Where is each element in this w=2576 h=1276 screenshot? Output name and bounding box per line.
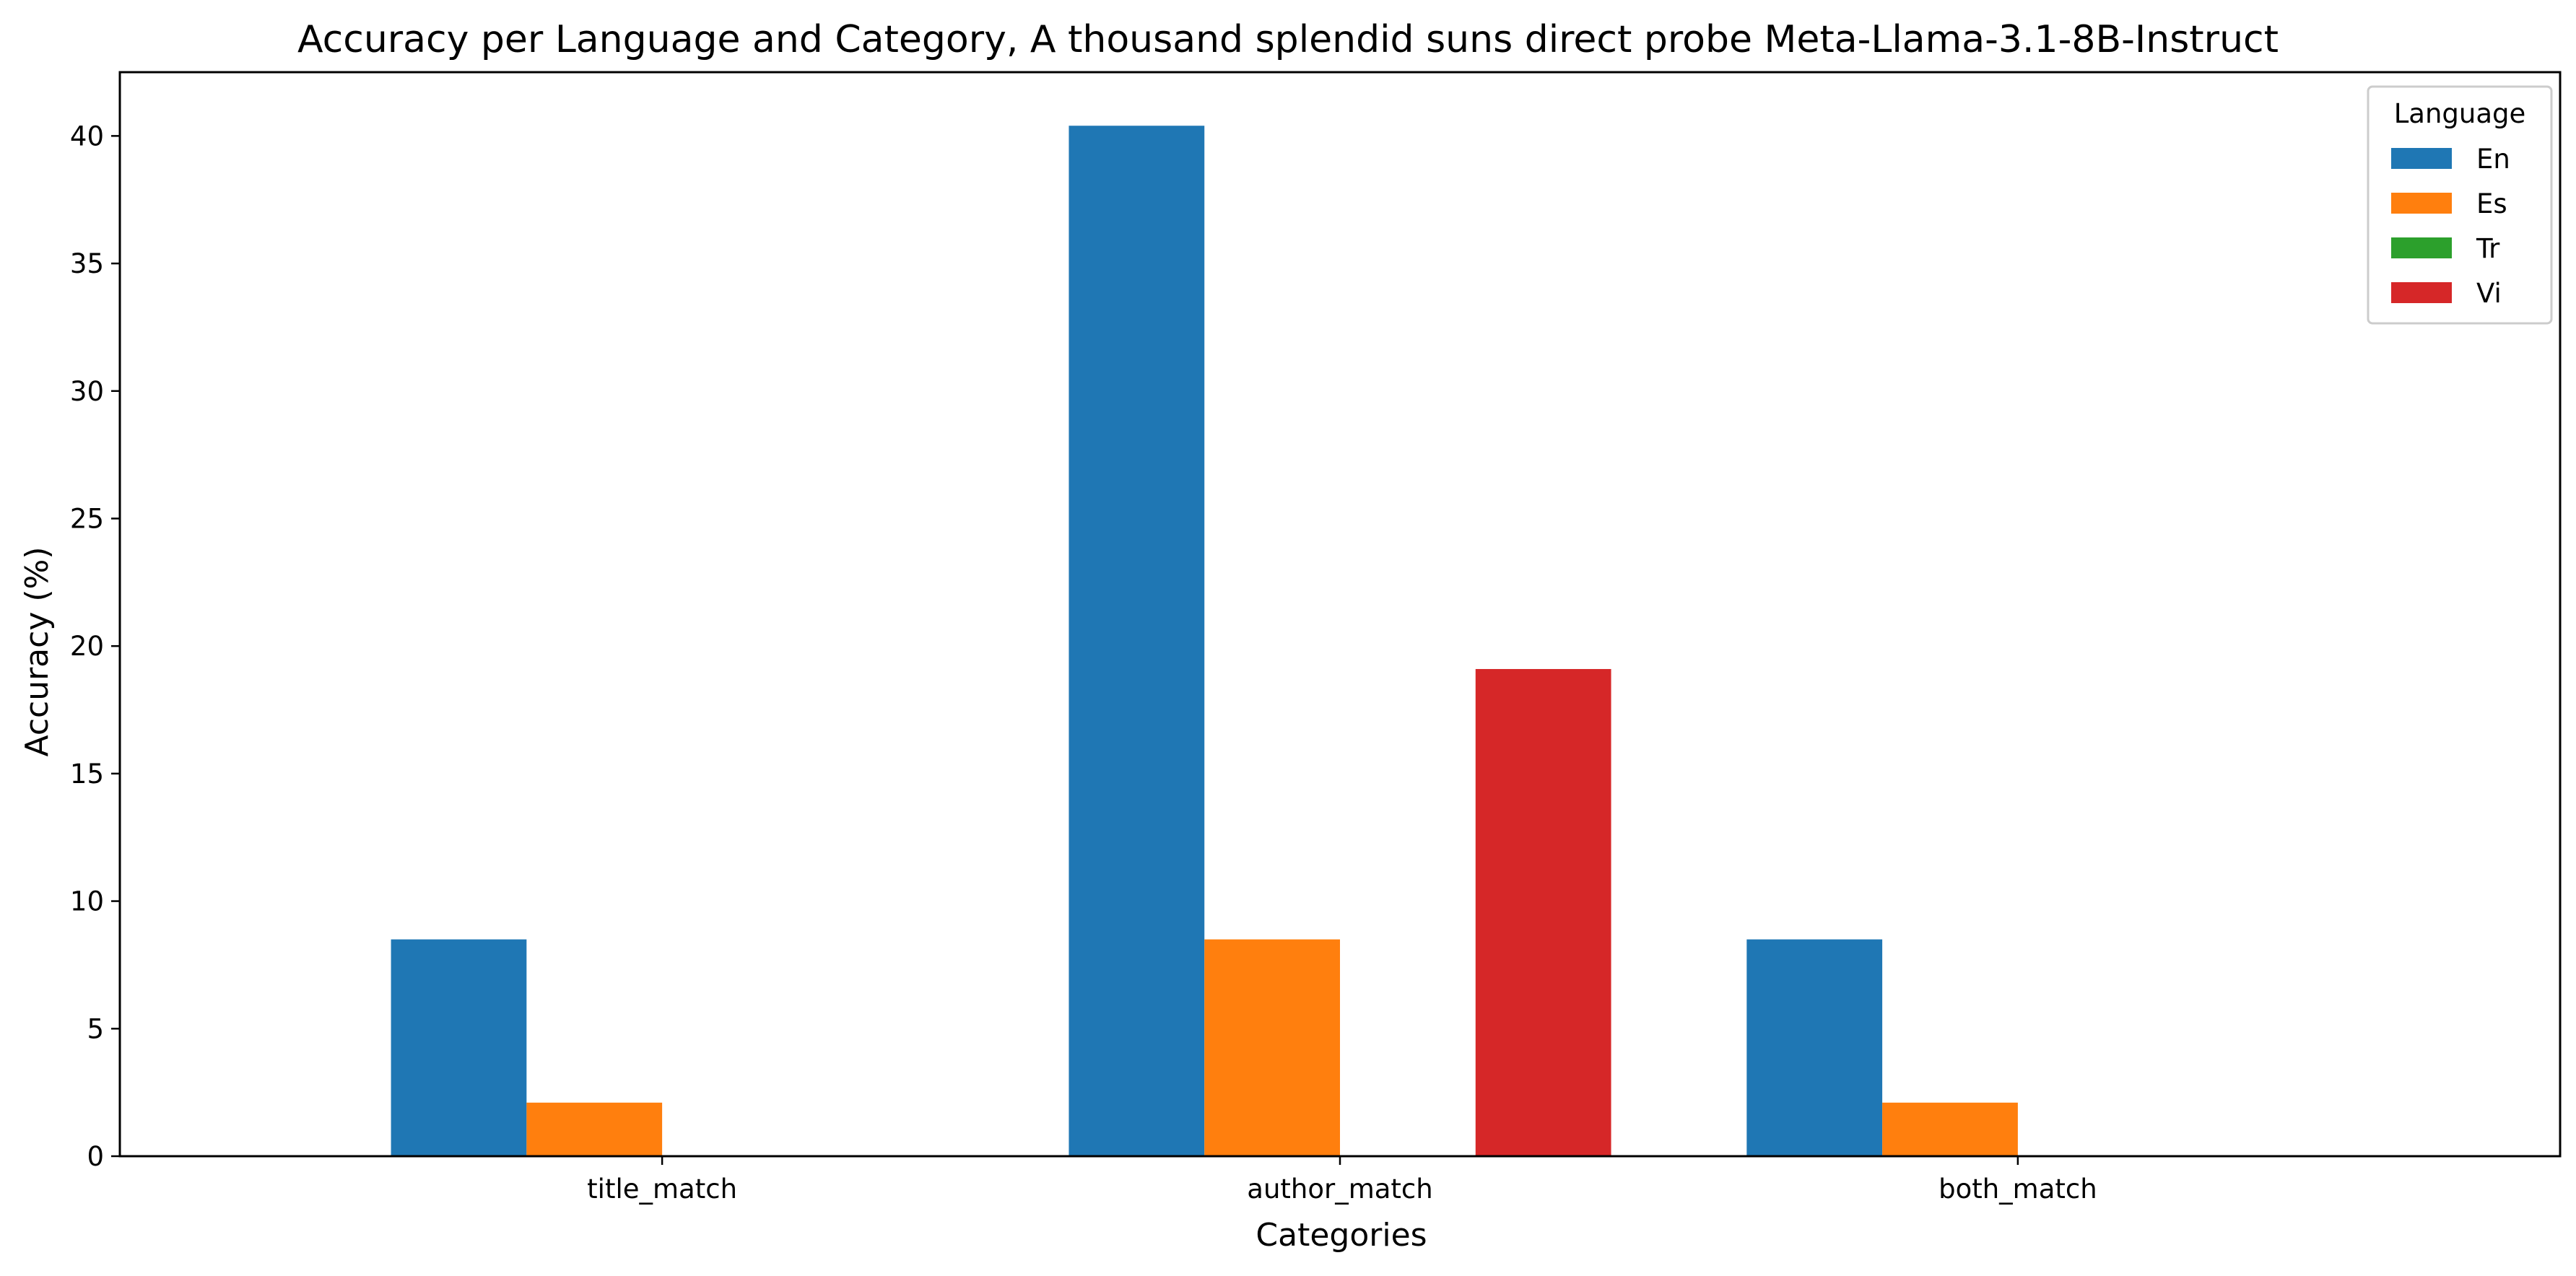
- y-axis-ticks: 0 5 10 15 20 25 30 35 40: [70, 121, 120, 1172]
- x-tick-label: title_match: [587, 1174, 737, 1205]
- x-axis-label: Categories: [1256, 1217, 1427, 1254]
- y-tick-label: 40: [70, 121, 104, 152]
- legend-label-vi: Vi: [2476, 278, 2502, 309]
- y-tick-label: 5: [87, 1013, 104, 1044]
- x-tick-label: author_match: [1247, 1174, 1432, 1205]
- legend: Language En Es Tr Vi: [2367, 85, 2553, 325]
- legend-swatch-vi: [2391, 282, 2452, 303]
- legend-label-es: Es: [2476, 188, 2507, 219]
- plot-frame: [118, 71, 2562, 1158]
- bar-en-title-match: [391, 939, 527, 1156]
- bar-es-author-match: [1204, 939, 1340, 1156]
- y-tick-label: 10: [70, 886, 104, 917]
- y-axis-label: Accuracy (%): [19, 546, 56, 756]
- legend-label-tr: Tr: [2476, 233, 2500, 264]
- y-tick-label: 0: [87, 1141, 104, 1172]
- legend-box: [2367, 85, 2553, 325]
- legend-title: Language: [2394, 98, 2526, 129]
- legend-swatch-tr: [2391, 237, 2452, 258]
- bar-en-both-match: [1746, 939, 1883, 1156]
- bar-es-both-match: [1882, 1102, 2018, 1156]
- bars-group: [391, 126, 2018, 1157]
- bar-es-title-match: [526, 1102, 663, 1156]
- x-tick-label: both_match: [1938, 1174, 2097, 1205]
- bar-vi-author-match: [1475, 668, 1611, 1156]
- legend-swatch-es: [2391, 193, 2452, 214]
- legend-entries: En Es Tr Vi: [2391, 144, 2510, 309]
- bar-en-author-match: [1069, 126, 1205, 1157]
- x-axis-ticks: title_match author_match both_match: [587, 1156, 2097, 1205]
- y-tick-label: 20: [70, 631, 104, 662]
- y-tick-label: 35: [70, 248, 104, 279]
- y-tick-label: 30: [70, 376, 104, 407]
- legend-label-en: En: [2476, 144, 2510, 175]
- y-tick-label: 25: [70, 503, 104, 534]
- chart-title: Accuracy per Language and Category, A th…: [297, 18, 2279, 61]
- y-tick-label: 15: [70, 759, 104, 790]
- legend-swatch-en: [2391, 148, 2452, 169]
